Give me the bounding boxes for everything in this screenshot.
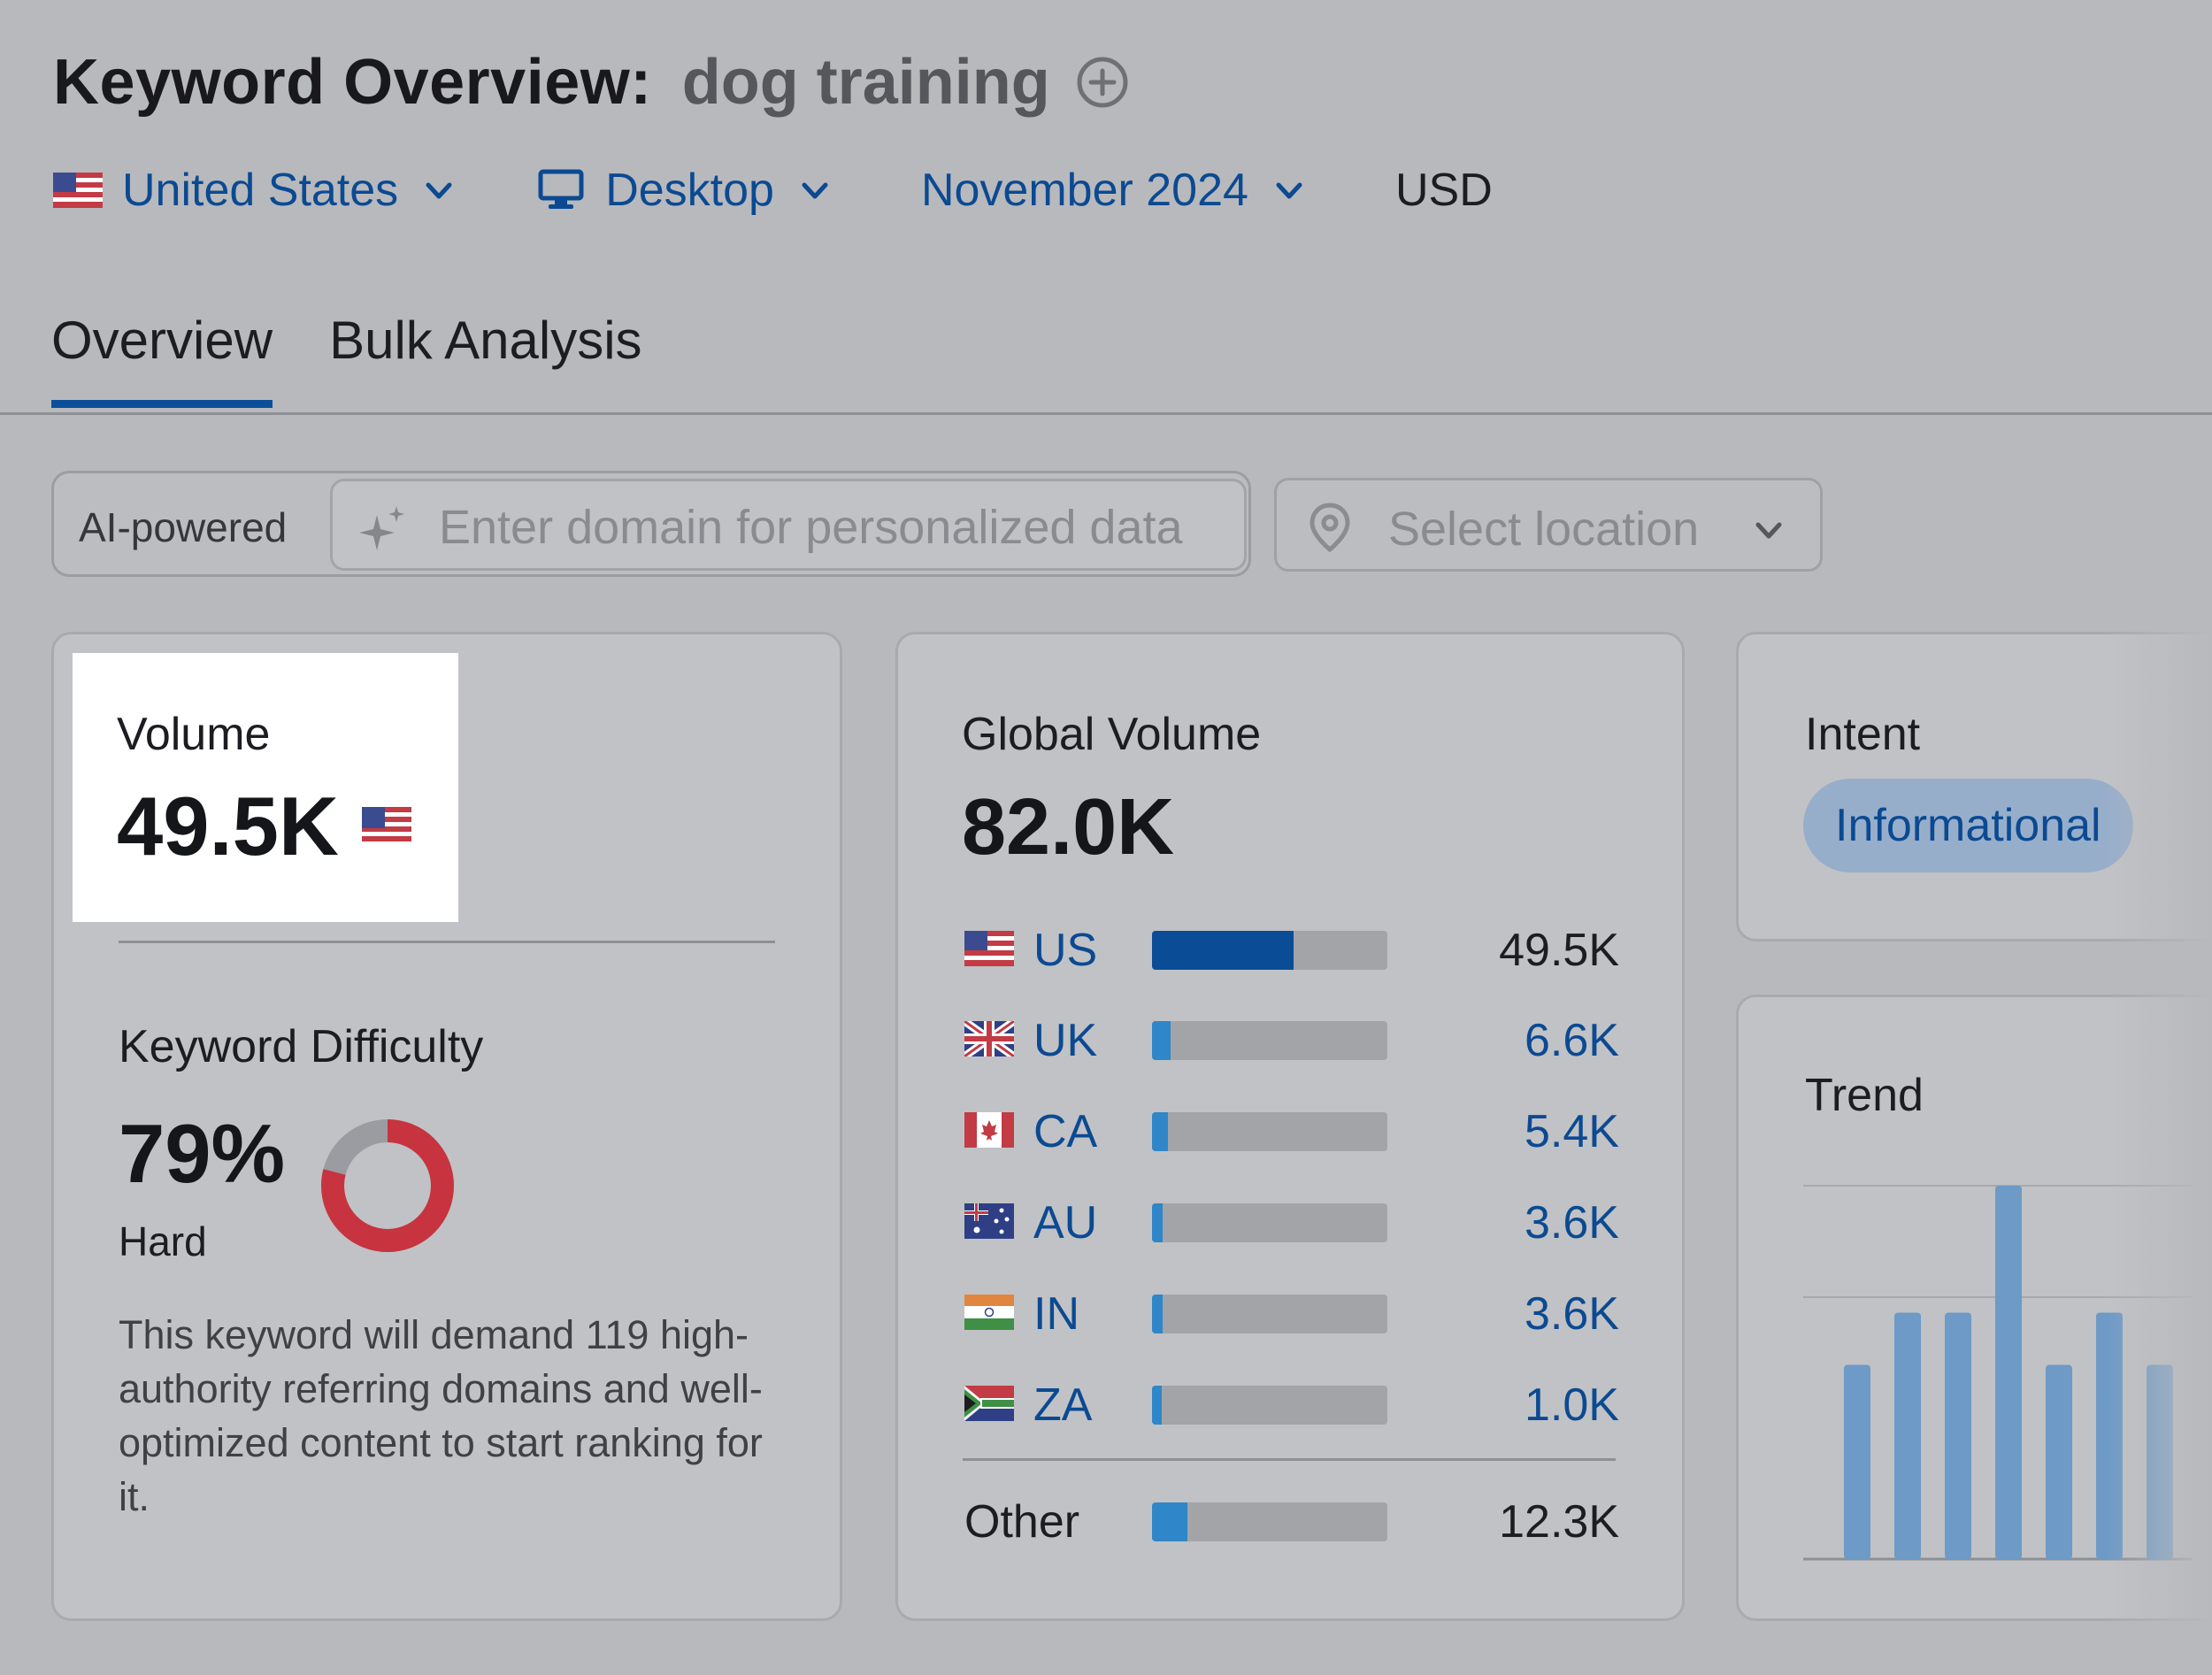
- volume-share-bar: [1152, 931, 1387, 970]
- tab-overview[interactable]: Overview: [51, 310, 273, 408]
- country-row-in: IN 3.6K: [964, 1286, 1619, 1340]
- ai-personalization-bar: AI-powered: [51, 471, 1251, 577]
- domain-input-wrapper: [330, 479, 1247, 571]
- volume-share-fill: [1152, 1502, 1187, 1541]
- trend-bar[interactable]: [1945, 1312, 1971, 1559]
- country-row-uk: UK 6.6K: [964, 1012, 1619, 1066]
- trend-bar[interactable]: [1894, 1312, 1921, 1559]
- country-code[interactable]: AU: [1033, 1197, 1098, 1249]
- trend-label: Trend: [1805, 1070, 1924, 1121]
- country-row-us: US 49.5K: [964, 922, 1619, 976]
- india-flag-icon: [964, 1295, 1014, 1330]
- chevron-down-icon: [426, 182, 452, 199]
- trend-bar[interactable]: [2046, 1364, 2072, 1559]
- other-label: Other: [964, 1496, 1080, 1548]
- volume-share-bar: [1152, 1112, 1387, 1151]
- device-dropdown[interactable]: Desktop: [538, 164, 833, 217]
- currency-label: USD: [1394, 165, 1493, 216]
- chevron-down-icon: [1755, 522, 1782, 539]
- country-volume[interactable]: 3.6K: [1525, 1197, 1619, 1249]
- canada-flag-icon: [964, 1112, 1014, 1148]
- volume-share-fill: [1152, 1386, 1162, 1425]
- country-row-au: AU 3.6K: [964, 1195, 1619, 1249]
- kd-donut-fill: [321, 1119, 454, 1252]
- location-select[interactable]: Select location: [1274, 478, 1823, 572]
- volume-value-row: 49.5K: [117, 779, 411, 874]
- date-label: November 2024: [920, 165, 1248, 216]
- country-code[interactable]: UK: [1033, 1015, 1098, 1066]
- filter-bar: United States Desktop November 2024 USD: [53, 159, 1493, 221]
- volume-value: 49.5K: [117, 780, 339, 872]
- australia-flag-icon: [964, 1203, 1014, 1239]
- chevron-down-icon: [802, 182, 828, 199]
- country-row-other: Other 12.3K: [964, 1494, 1619, 1548]
- country-code[interactable]: IN: [1033, 1288, 1079, 1340]
- volume-highlight: [73, 653, 458, 922]
- volume-share-fill: [1152, 1203, 1163, 1242]
- page-title-label: Keyword Overview:: [53, 47, 652, 118]
- volume-share-bar: [1152, 1203, 1387, 1242]
- tab-divider: [0, 412, 2212, 415]
- country-volume[interactable]: 3.6K: [1525, 1288, 1619, 1340]
- tab-bar: Overview Bulk Analysis: [51, 310, 699, 408]
- intent-label: Intent: [1805, 709, 1921, 760]
- date-dropdown[interactable]: November 2024: [921, 164, 1307, 217]
- volume-share-bar: [1152, 1386, 1387, 1425]
- global-volume-divider: [963, 1458, 1616, 1461]
- kd-donut-chart: [321, 1119, 454, 1252]
- global-volume-label: Global Volume: [962, 709, 1262, 760]
- kd-label: Keyword Difficulty: [119, 1021, 484, 1072]
- keyword-text: dog training: [681, 47, 1050, 118]
- intent-badge: Informational: [1803, 779, 2133, 872]
- country-volume[interactable]: 6.6K: [1525, 1015, 1619, 1066]
- device-label: Desktop: [605, 165, 774, 216]
- volume-share-bar: [1152, 1502, 1387, 1541]
- right-edge-fade: [2106, 619, 2212, 1675]
- country-code[interactable]: CA: [1033, 1106, 1098, 1157]
- location-placeholder: Select location: [1388, 503, 1700, 556]
- trend-bar[interactable]: [1844, 1364, 1870, 1559]
- country-label: United States: [122, 165, 399, 216]
- volume-share-fill: [1152, 1295, 1163, 1333]
- country-dropdown[interactable]: United States: [53, 164, 457, 217]
- chevron-down-icon: [1276, 182, 1302, 199]
- us-flag-icon: [964, 931, 1014, 966]
- kd-value: 79%: [119, 1107, 286, 1200]
- south-africa-flag-icon: [964, 1386, 1014, 1421]
- other-volume: 12.3K: [1499, 1496, 1619, 1548]
- volume-share-fill: [1152, 1021, 1171, 1060]
- global-volume-value: 82.0K: [962, 783, 1175, 872]
- sparkle-icon: [359, 506, 404, 550]
- kd-level: Hard: [119, 1218, 207, 1264]
- country-row-ca: CA 5.4K: [964, 1103, 1619, 1157]
- volume-label: Volume: [117, 709, 271, 760]
- country-volume[interactable]: 5.4K: [1525, 1106, 1619, 1157]
- country-volume[interactable]: 1.0K: [1525, 1379, 1619, 1431]
- country-code[interactable]: ZA: [1033, 1379, 1093, 1431]
- page-title: Keyword Overview: dog training: [53, 46, 1130, 119]
- desktop-icon: [538, 169, 584, 209]
- country-row-za: ZA 1.0K: [964, 1377, 1619, 1431]
- add-circle-icon[interactable]: [1075, 55, 1130, 110]
- ai-powered-label: AI-powered: [79, 504, 288, 550]
- location-pin-icon: [1310, 503, 1350, 553]
- us-flag-icon: [53, 173, 103, 208]
- tab-bulk-analysis[interactable]: Bulk Analysis: [329, 311, 642, 370]
- domain-input[interactable]: [439, 497, 1235, 557]
- us-flag-icon: [361, 807, 411, 846]
- volume-share-fill: [1152, 931, 1294, 970]
- country-code[interactable]: US: [1033, 925, 1098, 976]
- country-volume: 49.5K: [1499, 925, 1619, 976]
- volume-share-fill: [1152, 1112, 1168, 1151]
- card-divider: [119, 941, 775, 943]
- volume-share-bar: [1152, 1295, 1387, 1333]
- trend-bar[interactable]: [1995, 1186, 2022, 1559]
- uk-flag-icon: [964, 1021, 1014, 1056]
- volume-share-bar: [1152, 1021, 1387, 1060]
- kd-description: This keyword will demand 119 high-author…: [119, 1312, 763, 1519]
